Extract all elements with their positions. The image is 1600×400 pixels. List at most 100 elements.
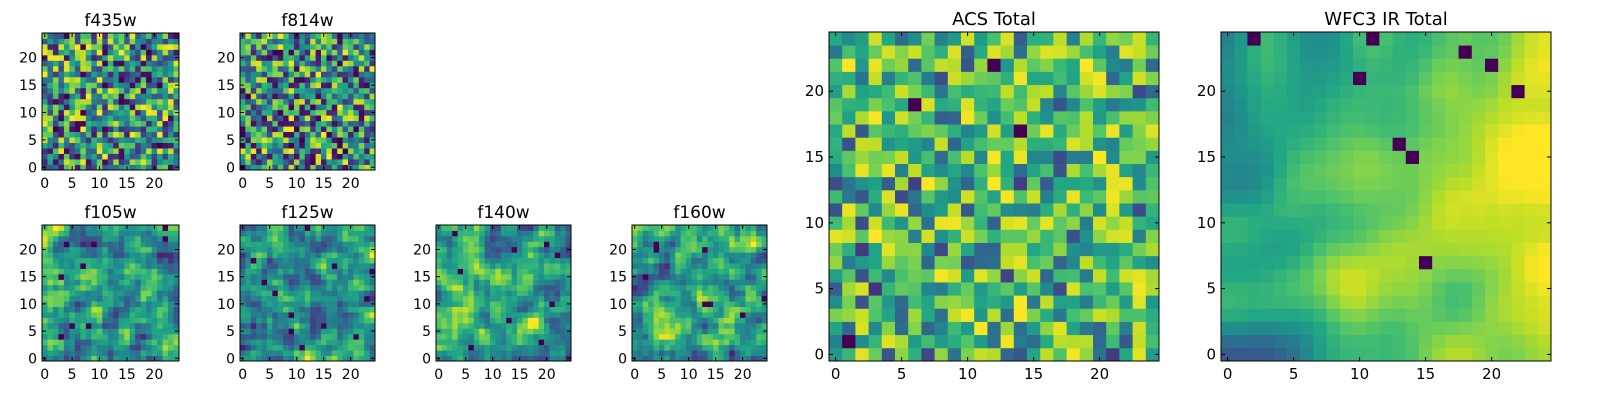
heatmap-cell xyxy=(146,38,152,45)
heatmap-cell xyxy=(315,273,322,280)
heatmap-cell xyxy=(495,301,502,307)
heatmap-cell xyxy=(91,38,98,45)
heatmap-cell xyxy=(723,257,730,264)
heatmap-cell xyxy=(452,317,458,324)
heatmap-cell xyxy=(337,93,343,100)
heatmap-cell xyxy=(58,109,65,116)
heatmap-cell xyxy=(326,339,333,346)
heatmap-cell xyxy=(146,126,152,133)
heatmap-cell xyxy=(934,282,949,296)
heatmap-cell xyxy=(554,317,561,324)
heatmap-cell xyxy=(659,333,665,340)
heatmap-cell xyxy=(702,339,708,346)
heatmap-cell xyxy=(506,295,512,302)
heatmap-cell xyxy=(47,333,54,340)
heatmap-cell xyxy=(1027,124,1041,138)
heatmap-cell xyxy=(1339,203,1354,217)
heatmap-cell xyxy=(1040,334,1054,349)
heatmap-cell xyxy=(1132,176,1147,191)
heatmap-cell xyxy=(1119,203,1133,217)
heatmap-cell xyxy=(168,137,174,143)
heatmap-cell xyxy=(1300,268,1314,283)
heatmap-cell xyxy=(321,82,327,89)
heatmap-cell xyxy=(511,317,518,324)
heatmap-cell xyxy=(80,339,87,346)
heatmap-cell xyxy=(723,312,730,318)
heatmap-cell xyxy=(1273,255,1288,270)
y-tick-label: 20 xyxy=(19,242,37,258)
heatmap-cell xyxy=(750,312,757,318)
heatmap-cell xyxy=(58,38,65,45)
heatmap-cell xyxy=(146,295,152,302)
heatmap-cell xyxy=(669,230,676,237)
heatmap-cell xyxy=(267,339,273,346)
heatmap-cell xyxy=(538,344,545,351)
heatmap-cell xyxy=(1106,176,1120,191)
heatmap-cell xyxy=(691,279,698,286)
heatmap-cell xyxy=(353,82,360,89)
heatmap-cell xyxy=(256,159,262,165)
heatmap-cell xyxy=(718,306,725,313)
heatmap-cell xyxy=(69,333,76,340)
heatmap-cell xyxy=(348,137,354,143)
heatmap-cell xyxy=(113,126,120,133)
heatmap-cell xyxy=(364,76,370,83)
heatmap-cell xyxy=(102,93,109,100)
heatmap-cell xyxy=(283,263,289,269)
heatmap-cell xyxy=(91,295,98,302)
heatmap-cell xyxy=(272,322,279,329)
heatmap-cell xyxy=(69,87,76,94)
heatmap-cell xyxy=(348,71,354,78)
heatmap-cell xyxy=(1027,110,1041,125)
heatmap-cell xyxy=(80,148,87,154)
heatmap-cell xyxy=(895,97,909,112)
heatmap-cell xyxy=(348,317,354,324)
x-tick-label: 20 xyxy=(734,367,752,383)
heatmap-cell xyxy=(321,290,327,297)
heatmap-cell xyxy=(1106,295,1120,309)
heatmap-cell xyxy=(1353,189,1367,204)
heatmap-cell xyxy=(680,235,687,242)
heatmap-cell xyxy=(829,58,843,72)
heatmap-cell xyxy=(745,241,752,248)
heatmap-cell xyxy=(506,301,512,307)
heatmap-cell xyxy=(283,306,289,313)
heatmap-cell xyxy=(1093,203,1107,217)
heatmap-cell xyxy=(829,163,843,178)
heatmap-cell xyxy=(921,242,935,257)
heatmap-cell xyxy=(283,120,289,127)
heatmap-cell xyxy=(1419,268,1433,283)
heatmap-cell xyxy=(124,38,131,45)
heatmap-cell xyxy=(495,252,502,259)
y-tick-label: 0 xyxy=(618,351,627,367)
heatmap-cell xyxy=(277,104,284,111)
heatmap-cell xyxy=(107,120,114,127)
heatmap-cell xyxy=(63,312,70,318)
heatmap-cell xyxy=(1132,84,1147,99)
heatmap-cell xyxy=(961,84,975,99)
heatmap-cell xyxy=(1405,163,1420,178)
heatmap-cell xyxy=(1040,321,1054,336)
heatmap-cell xyxy=(436,322,442,329)
heatmap-cell xyxy=(1093,150,1107,164)
heatmap-cell xyxy=(987,216,1001,230)
heatmap-cell xyxy=(353,159,360,165)
heatmap-cell xyxy=(1013,255,1028,270)
heatmap-cell xyxy=(1392,163,1407,178)
heatmap-cell xyxy=(277,322,284,329)
x-tick-label: 0 xyxy=(238,367,247,383)
heatmap-cell xyxy=(1106,189,1120,204)
heatmap-cell xyxy=(527,301,534,307)
heatmap-cell xyxy=(304,252,311,259)
heatmap-cell xyxy=(653,268,660,275)
heatmap-cell xyxy=(267,235,273,242)
heatmap-cell xyxy=(42,350,48,356)
heatmap-cell xyxy=(484,312,491,318)
heatmap-cell xyxy=(304,284,311,291)
heatmap-cell xyxy=(42,93,48,100)
heatmap-cell xyxy=(69,235,76,242)
heatmap-cell xyxy=(283,126,289,133)
heatmap-cell xyxy=(1000,71,1015,86)
heatmap-cell xyxy=(1392,176,1407,191)
heatmap-cell xyxy=(1106,45,1120,59)
